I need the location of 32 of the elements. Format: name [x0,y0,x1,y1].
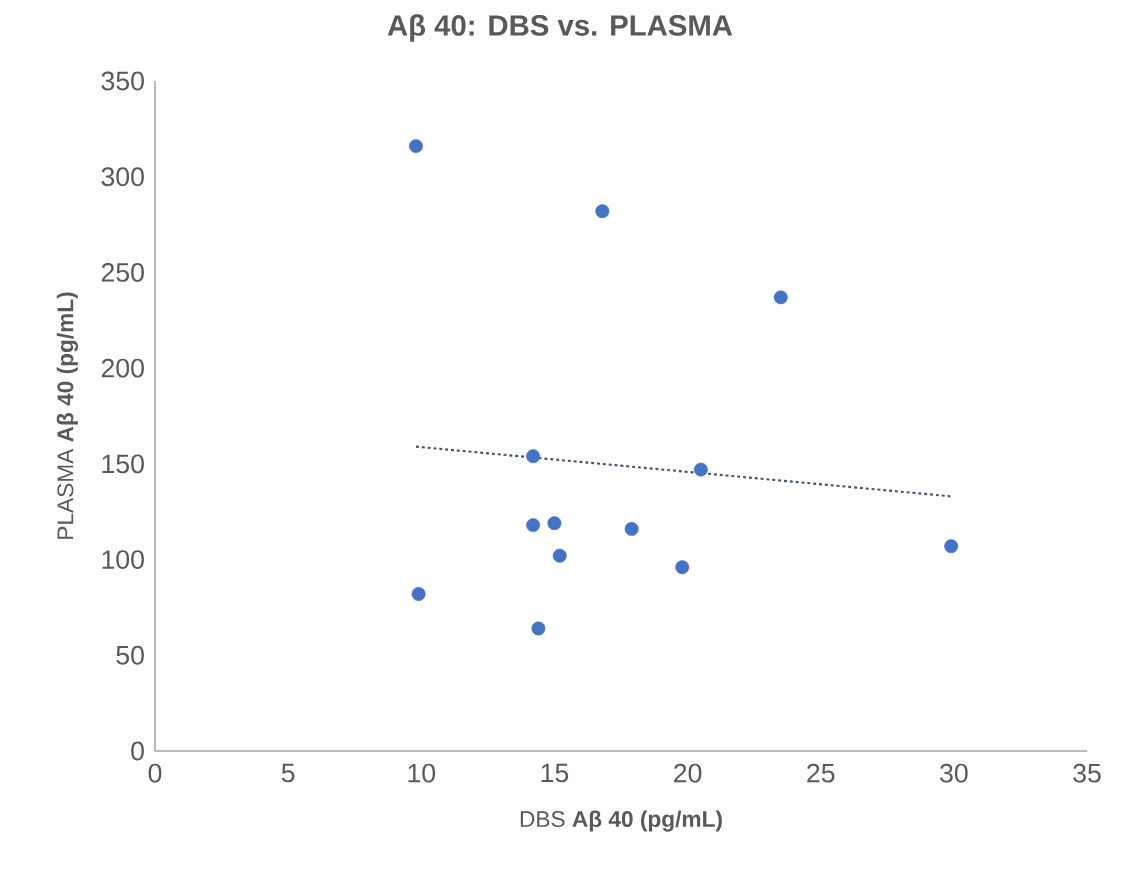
y-tick-label: 0 [131,741,144,761]
x-tick-label: 15 [541,763,569,783]
y-tick-label: 350 [101,71,144,91]
x-axis-title: DBS Aβ 40 (pg/mL) [520,810,722,832]
x-tick-label: 0 [148,763,162,783]
x-tick-label: 5 [281,763,295,783]
point [944,539,959,554]
x-tick-label: 35 [1073,763,1101,783]
x-tick-label: 10 [408,763,436,783]
x-tick-label: 25 [807,763,835,783]
point [624,522,639,536]
point [409,139,423,154]
point [595,204,610,219]
y-tick-label: 150 [102,454,144,474]
point [526,518,541,533]
y-tick-label: 250 [101,263,144,282]
x-tick-label: 30 [940,763,968,783]
point [675,560,690,575]
point [773,290,788,305]
point [531,621,546,636]
point [526,449,541,464]
y-tick-label: 50 [116,645,144,665]
point [547,516,562,531]
y-tick-label: 300 [101,167,144,187]
y-tick-label: 100 [102,550,144,569]
chart-title: Aβ 40: DBS vs. PLASMA [387,14,733,42]
x-tick-label: 20 [674,763,702,783]
point [552,548,567,563]
y-tick-label: 200 [101,358,144,378]
point [693,462,708,477]
y-axis-title: PLASMA Aβ 40 (pg/mL) [56,292,78,539]
point [411,587,426,601]
